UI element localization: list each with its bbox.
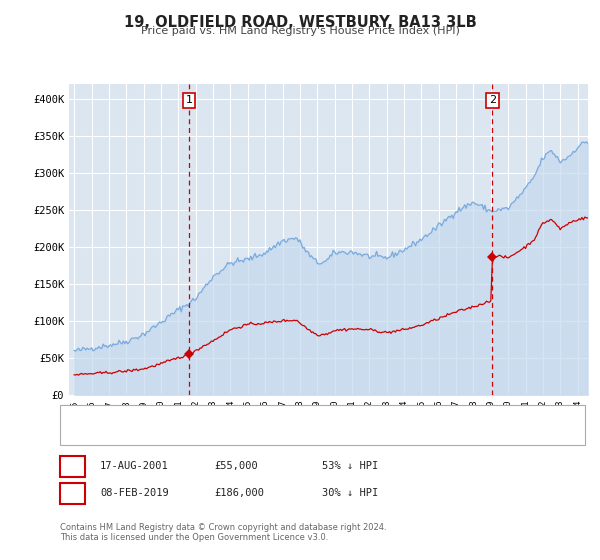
Text: 1: 1 (186, 95, 193, 105)
Text: 08-FEB-2019: 08-FEB-2019 (100, 488, 169, 498)
Text: 1: 1 (69, 460, 76, 473)
Text: 17-AUG-2001: 17-AUG-2001 (100, 461, 169, 472)
Text: £186,000: £186,000 (214, 488, 264, 498)
Text: 19, OLDFIELD ROAD, WESTBURY, BA13 3LB: 19, OLDFIELD ROAD, WESTBURY, BA13 3LB (124, 15, 476, 30)
Text: —: — (71, 428, 80, 442)
Text: 53% ↓ HPI: 53% ↓ HPI (322, 461, 379, 472)
Text: HPI: Average price, semi-detached house, Wiltshire: HPI: Average price, semi-detached house,… (104, 430, 398, 440)
Text: 2: 2 (69, 487, 76, 500)
Text: 19, OLDFIELD ROAD, WESTBURY, BA13 3LB (semi-detached house): 19, OLDFIELD ROAD, WESTBURY, BA13 3LB (s… (104, 413, 451, 423)
Text: Price paid vs. HM Land Registry's House Price Index (HPI): Price paid vs. HM Land Registry's House … (140, 26, 460, 36)
Text: 30% ↓ HPI: 30% ↓ HPI (322, 488, 379, 498)
Text: £55,000: £55,000 (214, 461, 258, 472)
Text: Contains HM Land Registry data © Crown copyright and database right 2024.: Contains HM Land Registry data © Crown c… (60, 523, 386, 532)
Text: —: — (71, 410, 80, 425)
Text: This data is licensed under the Open Government Licence v3.0.: This data is licensed under the Open Gov… (60, 533, 328, 542)
Text: 2: 2 (489, 95, 496, 105)
